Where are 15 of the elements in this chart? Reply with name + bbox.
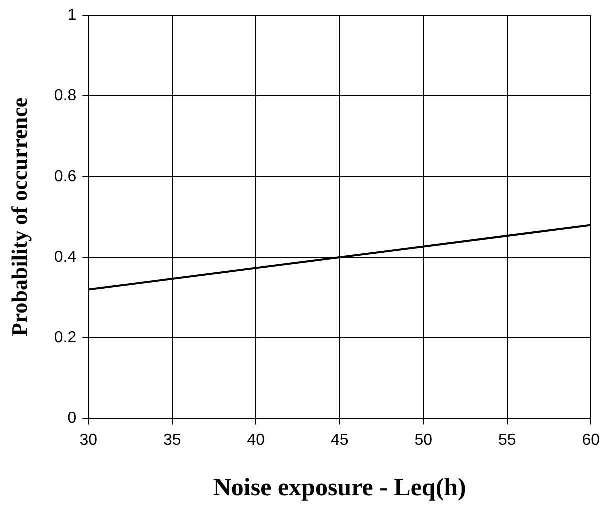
x-axis-title: Noise exposure - Leq(h) [213, 474, 466, 502]
x-tick-label: 50 [414, 432, 433, 449]
x-tick-label: 60 [582, 432, 600, 449]
y-tick-label: 0 [68, 410, 77, 428]
y-axis-title: Probability of occurrence [6, 98, 32, 337]
x-tick-label: 45 [330, 432, 349, 449]
y-tick-label: 0.8 [54, 88, 77, 105]
x-tick-label: 30 [80, 432, 98, 449]
y-tick-label: 0.6 [54, 168, 77, 186]
y-tick-label: 0.2 [54, 330, 77, 347]
x-tick-label: 35 [163, 432, 182, 449]
x-tick-label: 55 [498, 432, 516, 449]
x-tick-label: 40 [247, 432, 266, 449]
y-tick-label: 0.4 [54, 248, 77, 266]
y-tick-label: 1 [68, 7, 77, 24]
